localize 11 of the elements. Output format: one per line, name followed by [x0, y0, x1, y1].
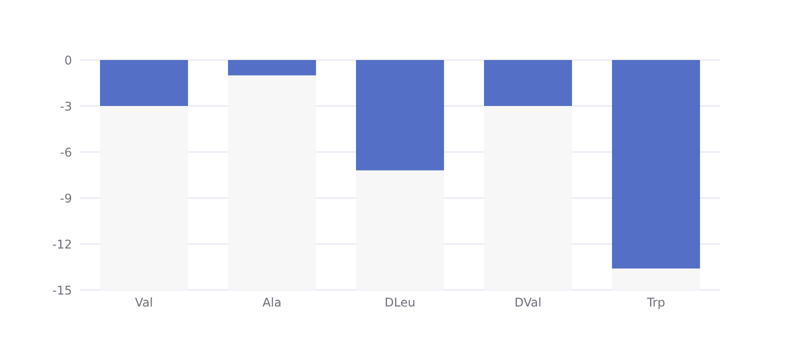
x-tick-label: DVal	[514, 296, 542, 310]
x-tick-label: Val	[135, 296, 153, 310]
y-tick-label: 0	[64, 53, 72, 68]
y-tick-label: -9	[60, 191, 72, 206]
y-tick-label: -3	[60, 99, 72, 114]
x-tick-label: DLeu	[384, 296, 416, 310]
y-tick-label: -6	[60, 145, 72, 160]
x-tick-label: Trp	[646, 296, 666, 310]
x-tick-label: Ala	[262, 296, 282, 310]
y-tick-label: -12	[52, 237, 72, 252]
y-tick-label: -15	[52, 283, 72, 298]
